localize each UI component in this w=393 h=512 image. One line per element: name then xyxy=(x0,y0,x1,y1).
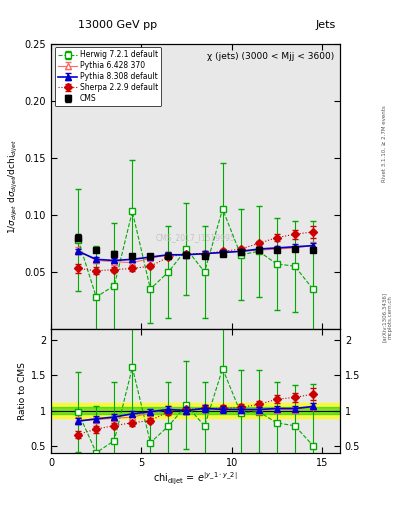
Text: mcplots.cern.ch: mcplots.cern.ch xyxy=(388,295,393,339)
Text: Jets: Jets xyxy=(316,19,336,30)
Y-axis label: 1/$\sigma_{dijet}$ d$\sigma_{dijet}$/dchi$_{dijet}$: 1/$\sigma_{dijet}$ d$\sigma_{dijet}$/dch… xyxy=(7,139,20,234)
Bar xyxy=(51,403,340,418)
Text: 13000 GeV pp: 13000 GeV pp xyxy=(78,19,158,30)
Text: [arXiv:1306.3436]: [arXiv:1306.3436] xyxy=(382,292,387,343)
Text: Rivet 3.1.10, ≥ 2.7M events: Rivet 3.1.10, ≥ 2.7M events xyxy=(382,105,387,182)
Text: CMS_2017_I1519995: CMS_2017_I1519995 xyxy=(156,233,235,242)
X-axis label: chi$_{\rm dijet}$ = $e^{|y\_1 \cdot y\_2|}$: chi$_{\rm dijet}$ = $e^{|y\_1 \cdot y\_2… xyxy=(153,471,238,487)
Y-axis label: Ratio to CMS: Ratio to CMS xyxy=(18,362,27,420)
Text: χ (jets) (3000 < Mjj < 3600): χ (jets) (3000 < Mjj < 3600) xyxy=(207,52,334,61)
Legend: Herwig 7.2.1 default, Pythia 6.428 370, Pythia 8.308 default, Sherpa 2.2.9 defau: Herwig 7.2.1 default, Pythia 6.428 370, … xyxy=(55,47,162,106)
Bar xyxy=(51,407,340,414)
